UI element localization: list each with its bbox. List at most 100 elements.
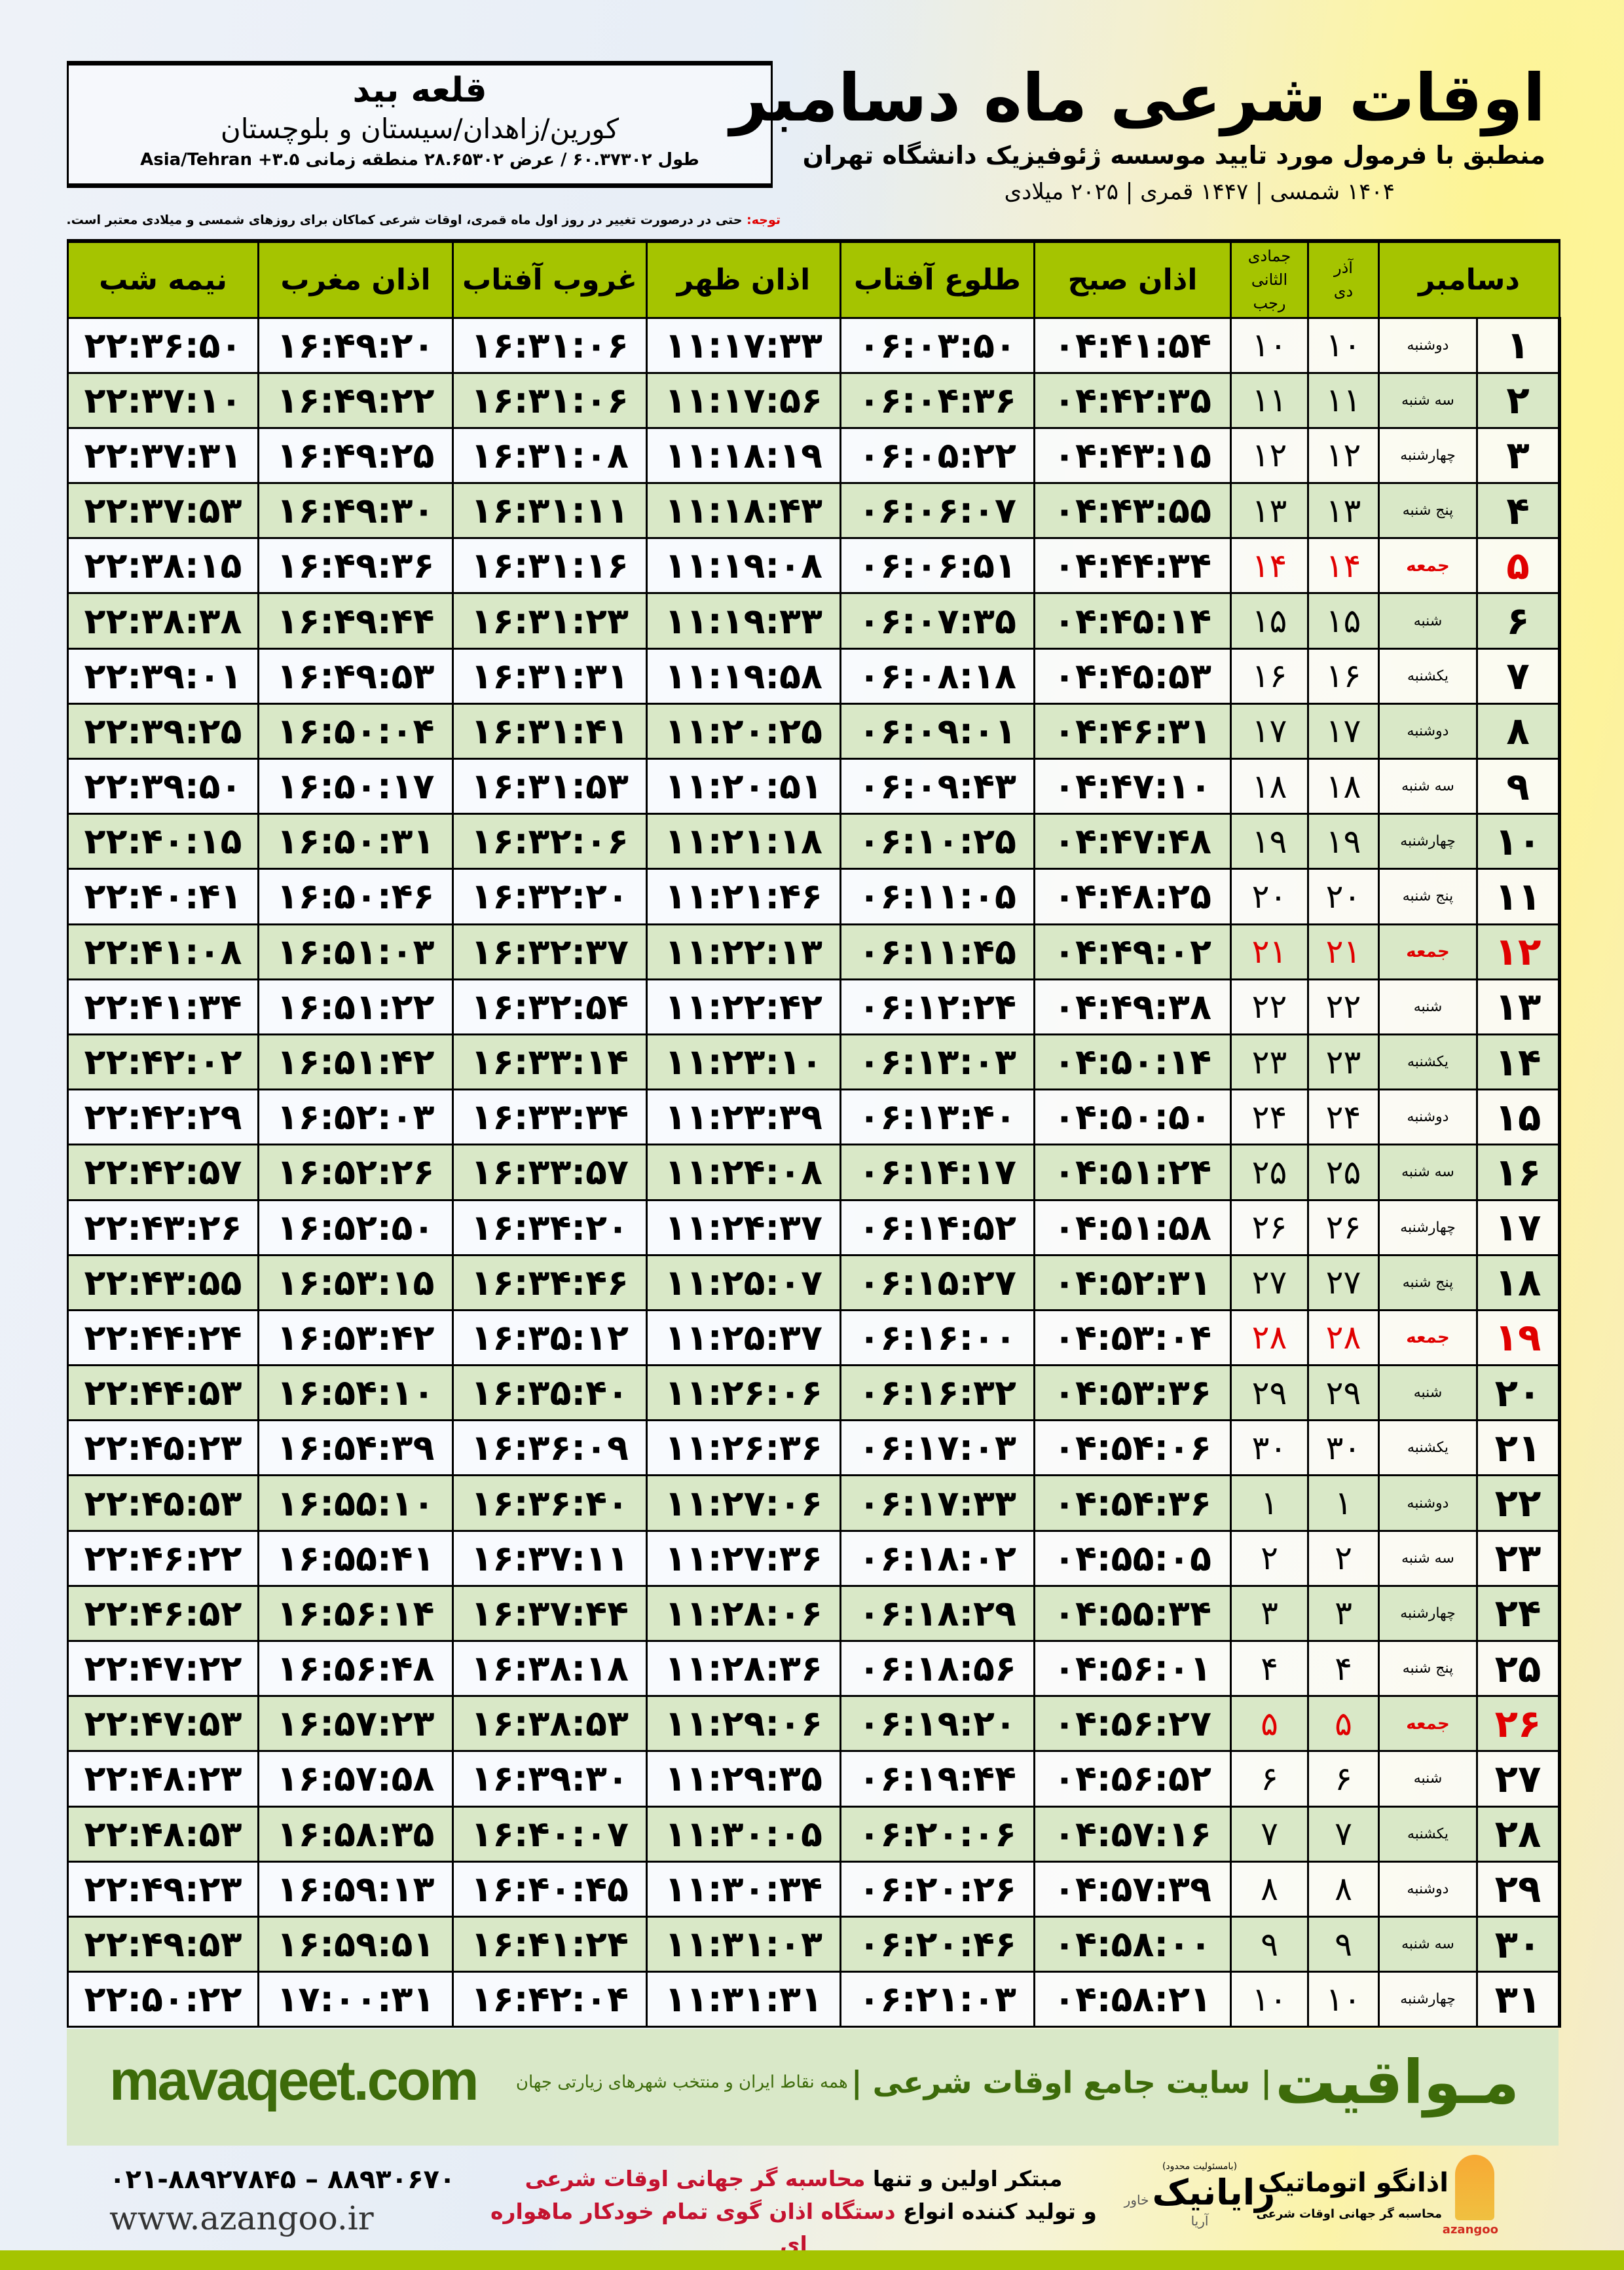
midnight-time: ۲۲:۳۹:۵۰ [67, 757, 259, 815]
maghrib-time: ۱۶:۵۲:۵۰ [257, 1199, 454, 1256]
weekday: پنج شنبه [1377, 1254, 1479, 1311]
sunrise-time: ۰۶:۰۹:۴۳ [840, 757, 1035, 815]
shamsi-date: ۱۵ [1307, 592, 1380, 650]
fajr-time: ۰۴:۵۶:۰۱ [1033, 1639, 1232, 1698]
shamsi-date: ۱۰ [1307, 316, 1380, 374]
header-shamsi: آذر دی [1307, 239, 1380, 319]
qamari-date: ۱۶ [1230, 647, 1309, 705]
maghrib-time: ۱۶:۵۰:۱۷ [257, 757, 454, 815]
sunset-time: ۱۶:۳۴:۲۰ [452, 1199, 648, 1256]
day-number: ۵ [1476, 537, 1562, 595]
day-number: ۲ [1476, 371, 1562, 429]
header-sunset: غروب آفتاب [452, 239, 648, 319]
midnight-time: ۲۲:۴۵:۲۳ [67, 1419, 259, 1477]
sunrise-time: ۰۶:۱۲:۲۴ [840, 978, 1035, 1035]
dhuhr-time: ۱۱:۳۱:۳۱ [646, 1971, 841, 2028]
sunrise-time: ۰۶:۰۸:۱۸ [840, 647, 1035, 705]
shamsi-date: ۱۴ [1307, 537, 1380, 595]
day-number: ۱ [1476, 316, 1562, 374]
midnight-time: ۲۲:۴۳:۵۵ [67, 1254, 259, 1311]
dhuhr-time: ۱۱:۲۹:۰۶ [646, 1695, 841, 1753]
sunset-time: ۱۶:۴۰:۴۵ [452, 1860, 648, 1918]
brand-tagline: | سایت جامع اوقات شرعی | [851, 2064, 1272, 2100]
weekday: جمعه [1377, 1695, 1479, 1753]
weekday: چهارشنبه [1377, 426, 1479, 485]
fajr-time: ۰۴:۵۶:۲۷ [1033, 1695, 1232, 1753]
qamari-date: ۲۶ [1230, 1199, 1309, 1256]
sunset-time: ۱۶:۳۲:۰۶ [452, 813, 648, 870]
sunrise-time: ۰۶:۱۵:۲۷ [840, 1254, 1035, 1311]
mavaqeet-link[interactable]: mavaqeet.com [109, 2049, 479, 2112]
fajr-time: ۰۴:۵۸:۲۱ [1033, 1971, 1232, 2028]
day-number: ۲۷ [1476, 1750, 1562, 1808]
sunset-time: ۱۶:۳۳:۱۴ [452, 1033, 648, 1091]
qamari-date: ۱۰ [1230, 1971, 1309, 2028]
sunrise-time: ۰۶:۰۳:۵۰ [840, 316, 1035, 374]
fajr-time: ۰۴:۵۳:۳۶ [1033, 1364, 1232, 1422]
sunset-time: ۱۶:۳۷:۴۴ [452, 1584, 648, 1643]
sunrise-time: ۰۶:۱۸:۵۶ [840, 1639, 1035, 1698]
day-number: ۱۹ [1476, 1309, 1562, 1367]
maghrib-time: ۱۶:۵۵:۱۰ [257, 1474, 454, 1532]
shamsi-date: ۹ [1307, 1915, 1380, 1973]
brand-tagline-small: همه نقاط ایران و منتخب شهرهای زیارتی جها… [515, 2072, 848, 2093]
qamari-date: ۹ [1230, 1915, 1309, 1973]
maghrib-time: ۱۶:۵۳:۱۵ [257, 1254, 454, 1311]
sunrise-time: ۰۶:۰۶:۰۷ [840, 482, 1035, 540]
bottom-bar [0, 2250, 1624, 2270]
sunrise-time: ۰۶:۱۴:۱۷ [840, 1144, 1035, 1201]
sunset-time: ۱۶:۳۱:۱۶ [452, 537, 648, 595]
fajr-time: ۰۴:۴۵:۵۳ [1033, 647, 1232, 705]
dhuhr-time: ۱۱:۲۲:۴۲ [646, 978, 841, 1035]
sunrise-time: ۰۶:۲۱:۰۳ [840, 1971, 1035, 2028]
dhuhr-time: ۱۱:۲۷:۳۶ [646, 1529, 841, 1587]
dhuhr-time: ۱۱:۲۵:۳۷ [646, 1309, 841, 1367]
day-number: ۱۰ [1476, 813, 1562, 870]
table-header-row: دسامبر آذر دی جمادی الثانی رجب اذان صبح طل… [67, 239, 1561, 319]
day-number: ۲۲ [1476, 1474, 1562, 1532]
fajr-time: ۰۴:۴۶:۳۱ [1033, 702, 1232, 760]
sunrise-time: ۰۶:۱۳:۴۰ [840, 1088, 1035, 1146]
sunrise-time: ۰۶:۱۱:۰۵ [840, 868, 1035, 925]
header: اوقات شرعی ماه دسامبر منطبق با فرمول مور… [730, 0, 1547, 236]
day-number: ۲۳ [1476, 1529, 1562, 1587]
sunrise-time: ۰۶:۲۰:۰۶ [840, 1805, 1035, 1863]
table-row: ۳۰ سه شنبه ۹ ۹ ۰۴:۵۸:۰۰ ۰۶:۲۰:۴۶ ۱۱:۳۱:۰۳ ۱۶:۴۱… [67, 1915, 1562, 1973]
sunset-time: ۱۶:۳۷:۱۱ [452, 1529, 648, 1587]
azangoo-link[interactable]: www.azangoo.ir [109, 2199, 374, 2237]
shamsi-date: ۱۷ [1307, 702, 1380, 760]
rayanik-name: رایانیک [1152, 2172, 1276, 2213]
shamsi-date: ۲۰ [1307, 868, 1380, 925]
mosque-dome-icon [1455, 2155, 1494, 2220]
fajr-time: ۰۴:۴۳:۱۵ [1033, 426, 1232, 485]
shamsi-date: ۲۸ [1307, 1309, 1380, 1367]
footer-claim: مبتکر اولین و تنها محاسبه گر جهانی اوقات… [486, 2163, 1101, 2261]
dhuhr-time: ۱۱:۱۹:۳۳ [646, 592, 841, 650]
azangoo-logo-text: اذانگو اتوماتیک [1257, 2168, 1449, 2198]
shamsi-date: ۲۴ [1307, 1088, 1380, 1146]
table-row: ۱۲ جمعه ۲۱ ۲۱ ۰۴:۴۹:۰۲ ۰۶:۱۱:۴۵ ۱۱:۲۲:۱۳ ۱۶:۳۲:… [67, 923, 1562, 980]
sunrise-time: ۰۶:۱۳:۰۳ [840, 1033, 1035, 1091]
sunset-time: ۱۶:۳۶:۴۰ [452, 1474, 648, 1532]
shamsi-date: ۲۶ [1307, 1199, 1380, 1256]
sunrise-time: ۰۶:۱۴:۵۲ [840, 1199, 1035, 1256]
azangoo-latin: azangoo [1442, 2223, 1498, 2237]
rayanik-note: (بامسئولیت محدود) [1162, 2161, 1238, 2172]
sunrise-time: ۰۶:۲۰:۲۶ [840, 1860, 1035, 1918]
qamari-date: ۱۳ [1230, 482, 1309, 540]
midnight-time: ۲۲:۴۷:۲۲ [67, 1639, 259, 1698]
dhuhr-time: ۱۱:۲۱:۴۶ [646, 868, 841, 925]
table-row: ۳۱ چهارشنبه ۱۰ ۱۰ ۰۴:۵۸:۲۱ ۰۶:۲۱:۰۳ ۱۱:۳۱:۳۱ ۱۶… [67, 1971, 1562, 2028]
maghrib-time: ۱۶:۵۲:۰۳ [257, 1088, 454, 1146]
sunset-time: ۱۶:۳۱:۴۱ [452, 702, 648, 760]
fajr-time: ۰۴:۴۷:۱۰ [1033, 757, 1232, 815]
day-number: ۶ [1476, 592, 1562, 650]
shamsi-date: ۲۷ [1307, 1254, 1380, 1311]
sunset-time: ۱۶:۳۱:۱۱ [452, 482, 648, 540]
calendar-years: ۱۴۰۴ شمسی | ۱۴۴۷ قمری | ۲۰۲۵ میلادی [1004, 179, 1395, 205]
qamari-date: ۱۱ [1230, 371, 1309, 429]
weekday: دوشنبه [1377, 1474, 1479, 1532]
qamari-date: ۲۵ [1230, 1144, 1309, 1201]
fajr-time: ۰۴:۴۱:۵۴ [1033, 316, 1232, 374]
dhuhr-time: ۱۱:۲۵:۰۷ [646, 1254, 841, 1311]
